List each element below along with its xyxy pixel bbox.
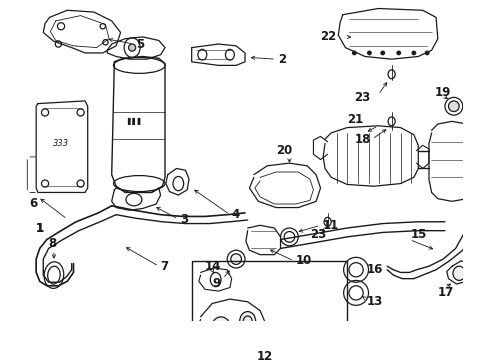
Text: 17: 17 [438,286,454,300]
Ellipse shape [352,51,356,55]
Text: 11: 11 [322,219,339,232]
Text: 18: 18 [354,132,370,146]
Text: 333: 333 [53,139,69,148]
Ellipse shape [425,51,429,55]
Text: 3: 3 [180,213,188,226]
Text: 21: 21 [347,113,364,126]
Text: 16: 16 [367,263,383,276]
Ellipse shape [368,51,371,55]
Text: 14: 14 [205,260,221,273]
Ellipse shape [381,51,385,55]
Text: 12: 12 [257,350,273,360]
Text: 10: 10 [295,255,312,267]
Text: 13: 13 [367,295,383,308]
Text: 19: 19 [434,86,451,99]
Ellipse shape [231,254,242,265]
Text: 22: 22 [320,31,337,44]
Text: 1: 1 [36,222,44,235]
Text: 20: 20 [276,144,293,157]
Text: 9: 9 [212,278,220,291]
Ellipse shape [453,266,466,280]
Ellipse shape [448,101,459,112]
Ellipse shape [412,51,416,55]
Text: 2: 2 [278,53,286,66]
Text: ▌▌▌: ▌▌▌ [127,118,143,125]
Ellipse shape [240,311,256,331]
Text: 15: 15 [411,228,428,241]
Text: 23: 23 [354,91,370,104]
Text: 5: 5 [136,37,144,50]
Text: 8: 8 [49,237,57,249]
Text: 6: 6 [29,197,37,210]
Text: 4: 4 [232,208,240,221]
Ellipse shape [397,51,400,55]
Ellipse shape [211,317,231,340]
Bar [192,261,347,360]
Text: 1: 1 [36,222,44,235]
Text: 7: 7 [161,260,169,273]
Text: 23: 23 [310,228,326,241]
Ellipse shape [128,44,136,51]
